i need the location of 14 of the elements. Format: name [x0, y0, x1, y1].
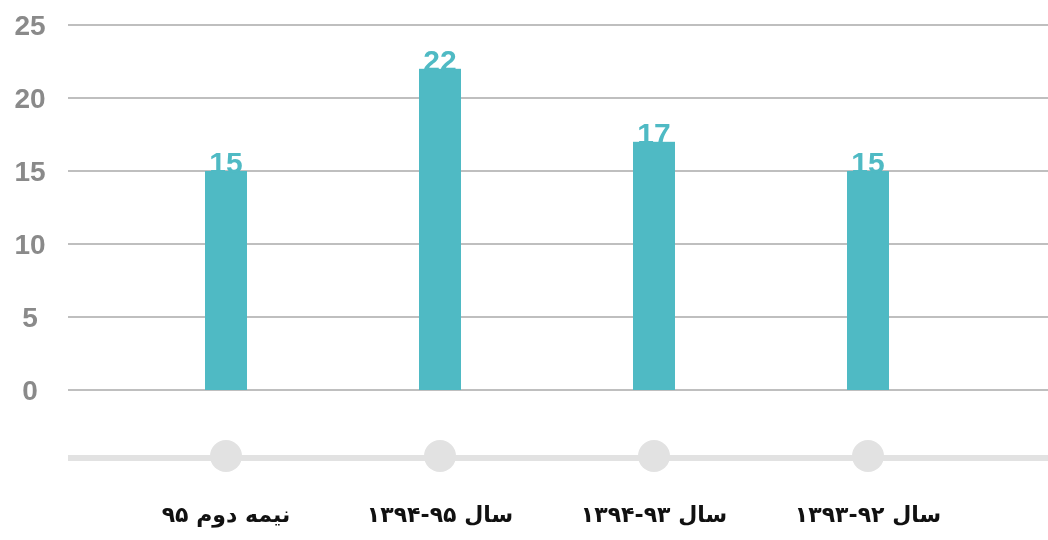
bar	[205, 171, 247, 390]
y-tick-label: 5	[22, 301, 38, 333]
y-tick-label: 0	[22, 374, 38, 406]
y-tick-label: 15	[14, 155, 46, 187]
y-tick-label: 25	[14, 9, 46, 41]
y-tick-label: 10	[14, 228, 46, 260]
x-tick-label: نیمه دوم ۹۵	[161, 502, 291, 528]
bar	[633, 141, 675, 390]
bar	[419, 68, 461, 390]
x-tick-label: سال ۹۵-۱۳۹۴	[366, 502, 514, 527]
x-tick-label: سال ۹۳-۱۳۹۴	[580, 502, 728, 527]
y-tick-label: 20	[14, 82, 46, 114]
bar	[847, 171, 889, 390]
x-tick-label: سال ۹۲-۱۳۹۳	[794, 502, 942, 527]
